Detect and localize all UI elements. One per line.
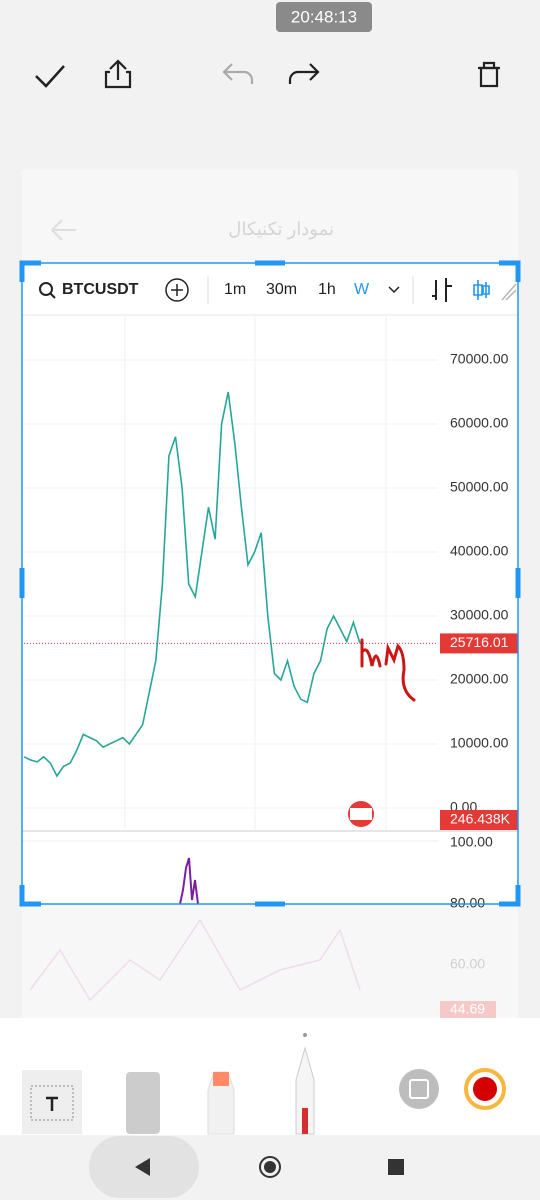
flag-badge-stripe <box>350 808 372 820</box>
volume-tag <box>440 810 518 830</box>
nav-home-dot <box>264 1161 276 1173</box>
share-icon[interactable] <box>104 59 132 89</box>
interval-option[interactable]: 30m <box>266 281 297 298</box>
rsi-tick-label: 100.00 <box>450 834 493 850</box>
marker-tip <box>213 1072 229 1086</box>
tool-panel <box>0 1018 540 1135</box>
interval-dropdown[interactable] <box>388 286 400 294</box>
add-icon-plus <box>171 284 183 296</box>
status-time: 20:48:13 <box>291 7 357 26</box>
text-tool-box <box>30 1085 74 1121</box>
y-tick-label: 40000.00 <box>450 543 509 559</box>
time-pill <box>276 2 372 32</box>
color-picker-ring[interactable] <box>464 1068 506 1110</box>
redo-icon[interactable] <box>288 63 320 84</box>
drawing-icon[interactable] <box>501 283 517 301</box>
symbol[interactable]: BTCUSDT <box>62 281 139 298</box>
y-tick-label: 70000.00 <box>450 351 509 367</box>
interval-option[interactable]: 1h <box>318 281 336 298</box>
handwritten-annotation <box>360 638 416 702</box>
rsi-line <box>179 857 199 905</box>
volume-label: 246.438K <box>450 811 511 827</box>
interval-option[interactable]: 1m <box>224 281 246 298</box>
chart-panel <box>22 263 518 904</box>
y-tick-label: 10000.00 <box>450 735 509 751</box>
delete-icon[interactable] <box>478 61 500 88</box>
rsi-current-label: 44.69 <box>450 1001 485 1017</box>
chart-toolbar: BTCUSDT 1m 30m 1h W <box>39 276 517 304</box>
y-tick-label: 30000.00 <box>450 607 509 623</box>
candle-style-icon[interactable] <box>473 280 490 300</box>
last-price-tag <box>440 633 518 654</box>
y-tick-label: 60000.00 <box>450 415 509 431</box>
confirm-icon[interactable] <box>35 65 65 88</box>
color-picker[interactable] <box>473 1077 497 1101</box>
bar-style-icon[interactable] <box>432 278 452 302</box>
selected-dot <box>303 1033 307 1037</box>
shape-tool[interactable] <box>399 1069 439 1109</box>
rsi-tick-label: 60.00 <box>450 956 485 972</box>
undo-icon[interactable] <box>222 63 254 84</box>
search-icon-handle <box>49 292 56 299</box>
back-arrow <box>51 219 76 241</box>
pen-tool[interactable] <box>295 1046 315 1135</box>
last-price-label: 25716.01 <box>450 634 509 650</box>
pen-color <box>302 1108 308 1134</box>
y-tick-label: 50000.00 <box>450 479 509 495</box>
shape-tool-icon <box>409 1079 429 1099</box>
crop-handles[interactable] <box>19 260 521 907</box>
text-tool-icon <box>46 1096 58 1111</box>
nav-back[interactable] <box>135 1158 150 1176</box>
add-icon[interactable] <box>165 278 189 302</box>
faded-rsi-line <box>29 918 361 1002</box>
eraser-tool[interactable] <box>126 1072 160 1134</box>
rsi-tick-label: 80.00 <box>450 895 485 911</box>
nav-home[interactable] <box>259 1156 281 1178</box>
interval-option[interactable]: W <box>354 281 370 298</box>
price-line <box>23 391 361 778</box>
rsi-current-tag <box>440 1001 496 1019</box>
y-tick-label: 20000.00 <box>450 671 509 687</box>
app-title: نمودار تکنیکال <box>228 219 334 240</box>
search-icon[interactable] <box>39 282 53 296</box>
nav-recents[interactable] <box>388 1159 404 1175</box>
